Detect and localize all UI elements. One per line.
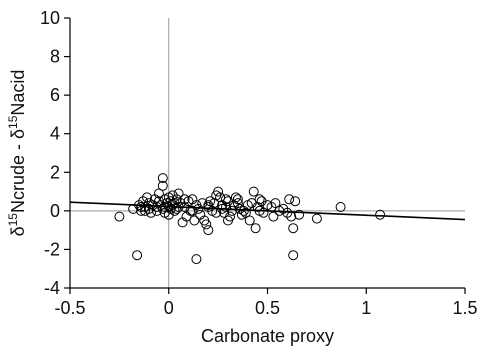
x-tick-label: 1.5	[452, 298, 477, 318]
x-tick-label: 0	[164, 298, 174, 318]
data-point	[213, 186, 224, 197]
data-point	[201, 219, 212, 230]
data-point	[244, 215, 255, 226]
y-tick-label: -4	[44, 278, 60, 298]
data-point	[284, 194, 295, 205]
data-point	[179, 194, 190, 205]
y-axis-title-part: Nacid	[8, 70, 28, 116]
data-point	[232, 194, 243, 205]
data-point	[227, 205, 237, 216]
y-axis-title-part: Ncrude - δ	[8, 129, 28, 213]
data-point	[203, 225, 214, 236]
data-point	[132, 250, 143, 261]
data-point	[157, 173, 168, 184]
data-point	[215, 192, 226, 203]
x-tick-label: 1	[361, 298, 371, 318]
data-point	[157, 180, 168, 191]
data-point	[146, 207, 156, 218]
data-point	[191, 254, 202, 265]
data-point	[153, 188, 164, 199]
data-point	[173, 188, 184, 199]
data-point	[114, 211, 125, 222]
y-axis-title-superscript: 15	[6, 115, 20, 129]
y-tick-label: -2	[44, 239, 60, 259]
plot-area	[69, 18, 466, 288]
data-point	[223, 215, 233, 226]
data-point	[288, 223, 299, 234]
data-point	[163, 209, 174, 220]
data-point	[294, 209, 305, 220]
data-point	[203, 200, 214, 211]
data-point	[230, 192, 241, 203]
data-point	[240, 207, 251, 218]
x-tick-label: 0.5	[255, 298, 280, 318]
y-tick-label: 4	[50, 124, 60, 144]
x-tick-label: -0.5	[54, 298, 85, 318]
y-tick-label: 0	[50, 201, 60, 221]
y-axis-title-part: δ	[8, 226, 28, 236]
data-point	[270, 198, 281, 209]
y-axis-title: δ15Ncrude - δ15Nacid	[6, 70, 28, 237]
data-point	[232, 198, 243, 209]
data-point	[171, 203, 182, 214]
data-point	[187, 205, 198, 216]
data-point	[209, 198, 220, 209]
data-point	[142, 192, 152, 203]
data-point	[311, 213, 322, 224]
data-point	[290, 196, 301, 207]
data-point	[221, 194, 231, 205]
y-axis-title-superscript: 15	[6, 213, 20, 227]
axes: -0.5 0 0.5 1 1.5 -4 -2 0 2 4 6 8 10	[40, 8, 478, 318]
data-point	[254, 194, 265, 205]
x-axis-title: Carbonate proxy	[201, 326, 334, 346]
trend-line	[69, 201, 466, 221]
y-tick-label: 6	[50, 85, 60, 105]
data-point	[189, 215, 200, 226]
data-point	[250, 223, 261, 234]
data-point	[268, 211, 279, 222]
data-point	[136, 202, 147, 212]
y-tick-label: 10	[40, 8, 60, 28]
data-point	[248, 186, 259, 197]
data-point	[171, 194, 182, 205]
data-point	[335, 202, 346, 212]
data-point	[282, 207, 293, 218]
data-point	[288, 250, 299, 261]
y-tick-label: 8	[50, 47, 60, 67]
y-tick-label: 2	[50, 162, 60, 182]
data-point	[375, 209, 386, 220]
